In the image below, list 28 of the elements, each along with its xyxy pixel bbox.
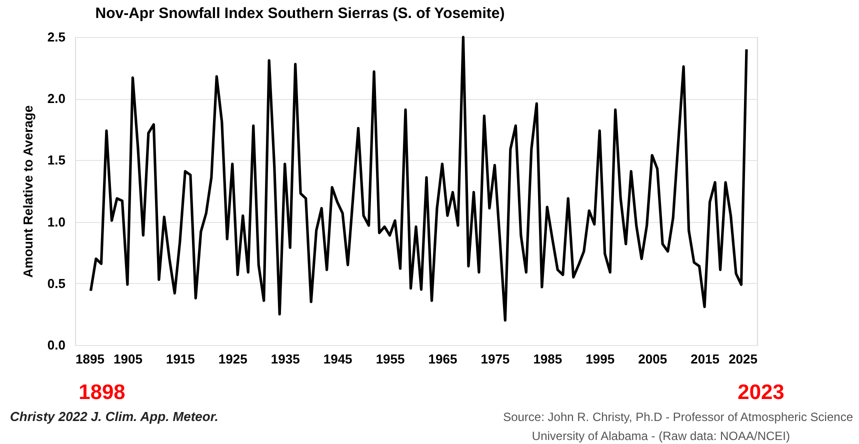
y-axis-title: Amount Relative to Average bbox=[20, 105, 36, 278]
y-tick-label: 1.0 bbox=[47, 214, 66, 230]
y-tick-label: 0.0 bbox=[47, 338, 66, 352]
x-tick-label: 1955 bbox=[376, 352, 405, 366]
x-tick-label: 2025 bbox=[728, 352, 758, 366]
x-tick-label: 1965 bbox=[428, 352, 458, 366]
y-tick-label: 1.5 bbox=[47, 152, 66, 168]
text: 1898 bbox=[78, 381, 126, 404]
x-tick-label: 2005 bbox=[638, 352, 668, 366]
x-tick-label: 1975 bbox=[480, 352, 510, 366]
chart-title: Nov-Apr Snowfall Index Southern Sierras (S. of Yosemite) bbox=[95, 5, 505, 22]
x-tick-label: 2015 bbox=[690, 352, 720, 366]
x-tick-label: 1985 bbox=[533, 352, 562, 366]
y-tick-label: 2.0 bbox=[47, 91, 66, 106]
x-tick-label: 1915 bbox=[166, 352, 195, 366]
text: Christy 2022 J. Clim. App. Meteor. bbox=[10, 409, 218, 424]
y-tick-label: 2.5 bbox=[47, 30, 66, 44]
y-tick-label: 0.5 bbox=[47, 276, 66, 291]
text: 2023 bbox=[738, 381, 784, 404]
x-tick-label: 1995 bbox=[586, 352, 615, 366]
x-tick-label: 1925 bbox=[218, 352, 248, 366]
x-tick-label: 1905 bbox=[114, 352, 142, 366]
source-note: Source: John R. Christy, Ph.D - Professor of Atmospheric Science bbox=[503, 410, 854, 424]
line-series bbox=[89, 36, 748, 322]
x-tick-label: 1935 bbox=[270, 352, 300, 366]
x-tick-label: 1895 bbox=[76, 352, 104, 366]
x-tick-label: 1945 bbox=[323, 352, 352, 366]
text: University of Alabama - (Raw data: NOAA/NCEI) bbox=[532, 429, 790, 443]
